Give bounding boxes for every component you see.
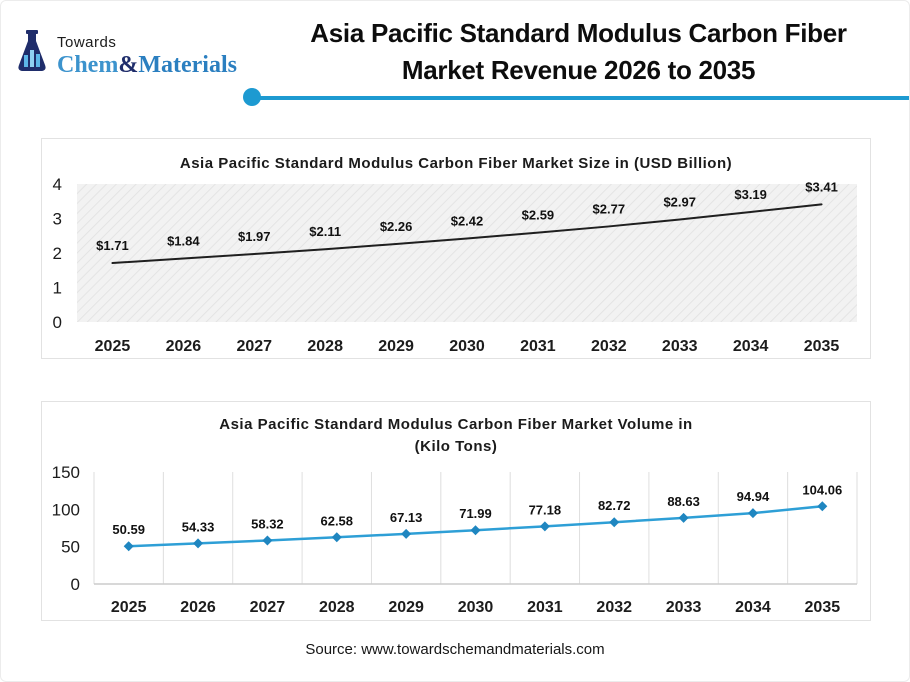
logo-towards-text: Towards xyxy=(57,34,117,51)
x-tick-label: 2031 xyxy=(527,599,563,616)
x-tick-label: 2035 xyxy=(805,599,841,616)
x-tick-label: 2032 xyxy=(591,338,627,355)
page-title: Asia Pacific Standard Modulus Carbon Fib… xyxy=(256,15,901,89)
x-tick-label: 2026 xyxy=(166,338,202,355)
y-tick-label: 100 xyxy=(52,500,80,519)
volume-chart-title-line2: (Kilo Tons) xyxy=(414,438,498,455)
x-tick-label: 2035 xyxy=(804,338,840,355)
data-label: 94.94 xyxy=(737,489,770,504)
logo-brand-text: Chem&Materials xyxy=(57,52,237,78)
data-label: $2.42 xyxy=(451,214,484,229)
data-label: 54.33 xyxy=(182,519,215,534)
data-label: $2.11 xyxy=(309,224,341,239)
x-tick-label: 2028 xyxy=(307,338,343,355)
data-point-marker xyxy=(747,508,758,519)
data-label: $3.19 xyxy=(734,187,767,202)
data-point-marker xyxy=(678,512,689,523)
flask-icon xyxy=(18,30,46,71)
page-title-line2: Market Revenue 2026 to 2035 xyxy=(401,55,756,85)
y-tick-label: 150 xyxy=(52,463,80,482)
volume-chart-title: Asia Pacific Standard Modulus Carbon Fib… xyxy=(42,414,870,458)
x-tick-label: 2028 xyxy=(319,599,355,616)
x-tick-label: 2027 xyxy=(250,599,286,616)
data-point-marker xyxy=(609,517,620,528)
x-tick-label: 2029 xyxy=(378,338,414,355)
accent-divider-dot xyxy=(243,88,261,106)
y-tick-label: 2 xyxy=(53,244,62,263)
data-point-marker xyxy=(539,521,550,532)
x-tick-label: 2033 xyxy=(666,599,702,616)
data-label: $2.97 xyxy=(663,195,696,210)
data-label: $2.77 xyxy=(593,201,626,216)
x-tick-label: 2031 xyxy=(520,338,556,355)
volume-chart-card: Asia Pacific Standard Modulus Carbon Fib… xyxy=(41,401,871,621)
data-label: $3.41 xyxy=(805,179,838,194)
x-tick-label: 2032 xyxy=(596,599,632,616)
volume-line-chart: 0 50 100 150 50.59 54.33 58.32 62.58 67.13 71.99 7… xyxy=(52,463,858,616)
data-line xyxy=(111,203,823,265)
data-label: $1.71 xyxy=(96,238,129,253)
data-label: 77.18 xyxy=(529,502,562,517)
x-tick-label: 2029 xyxy=(388,599,424,616)
data-point-marker xyxy=(470,525,481,536)
data-label: 71.99 xyxy=(459,506,492,521)
y-tick-label: 50 xyxy=(61,538,80,557)
data-point-marker xyxy=(817,501,828,512)
revenue-chart-card: Asia Pacific Standard Modulus Carbon Fib… xyxy=(41,138,871,359)
y-tick-label: 3 xyxy=(53,210,62,229)
data-label: $2.26 xyxy=(380,219,413,234)
data-point-marker xyxy=(401,528,412,539)
data-label: 104.06 xyxy=(802,482,842,497)
y-tick-label: 0 xyxy=(53,313,62,332)
x-tick-label: 2027 xyxy=(236,338,272,355)
plot-area-hatched xyxy=(77,184,857,322)
y-tick-label: 4 xyxy=(53,175,62,194)
accent-divider-line xyxy=(252,96,909,100)
x-tick-label: 2034 xyxy=(735,599,771,616)
data-label: 58.32 xyxy=(251,516,284,531)
x-tick-label: 2033 xyxy=(662,338,698,355)
data-label: $2.59 xyxy=(522,208,555,223)
data-label: $1.97 xyxy=(238,229,271,244)
x-tick-label: 2025 xyxy=(95,338,131,355)
page-title-line1: Asia Pacific Standard Modulus Carbon Fib… xyxy=(310,18,847,48)
data-label: 62.58 xyxy=(320,513,353,528)
data-label: 50.59 xyxy=(112,522,145,537)
x-tick-label: 2026 xyxy=(180,599,216,616)
data-label: 88.63 xyxy=(667,494,700,509)
volume-chart-title-line1: Asia Pacific Standard Modulus Carbon Fib… xyxy=(219,416,693,433)
data-point-marker xyxy=(262,535,273,546)
y-tick-label: 1 xyxy=(53,279,62,298)
x-tick-label: 2030 xyxy=(449,338,485,355)
revenue-line-chart: 0 1 2 3 4 $1.71 $1.84 $1.97 $2.11 $2.26 $2.42 $2.59… xyxy=(53,175,857,355)
data-point-marker xyxy=(193,538,204,549)
y-tick-label: 0 xyxy=(71,575,80,594)
data-label: 67.13 xyxy=(390,510,423,525)
source-text: Source: www.towardschemandmaterials.com xyxy=(305,641,605,658)
revenue-chart-title: Asia Pacific Standard Modulus Carbon Fib… xyxy=(179,155,733,172)
data-label: $1.84 xyxy=(167,234,200,249)
x-tick-label: 2030 xyxy=(458,599,494,616)
x-tick-label: 2034 xyxy=(733,338,769,355)
data-point-marker xyxy=(331,532,342,543)
data-label: 82.72 xyxy=(598,498,631,513)
data-point-marker xyxy=(123,541,134,552)
logo: Towards Chem&Materials xyxy=(13,29,237,77)
x-tick-label: 2025 xyxy=(111,599,147,616)
